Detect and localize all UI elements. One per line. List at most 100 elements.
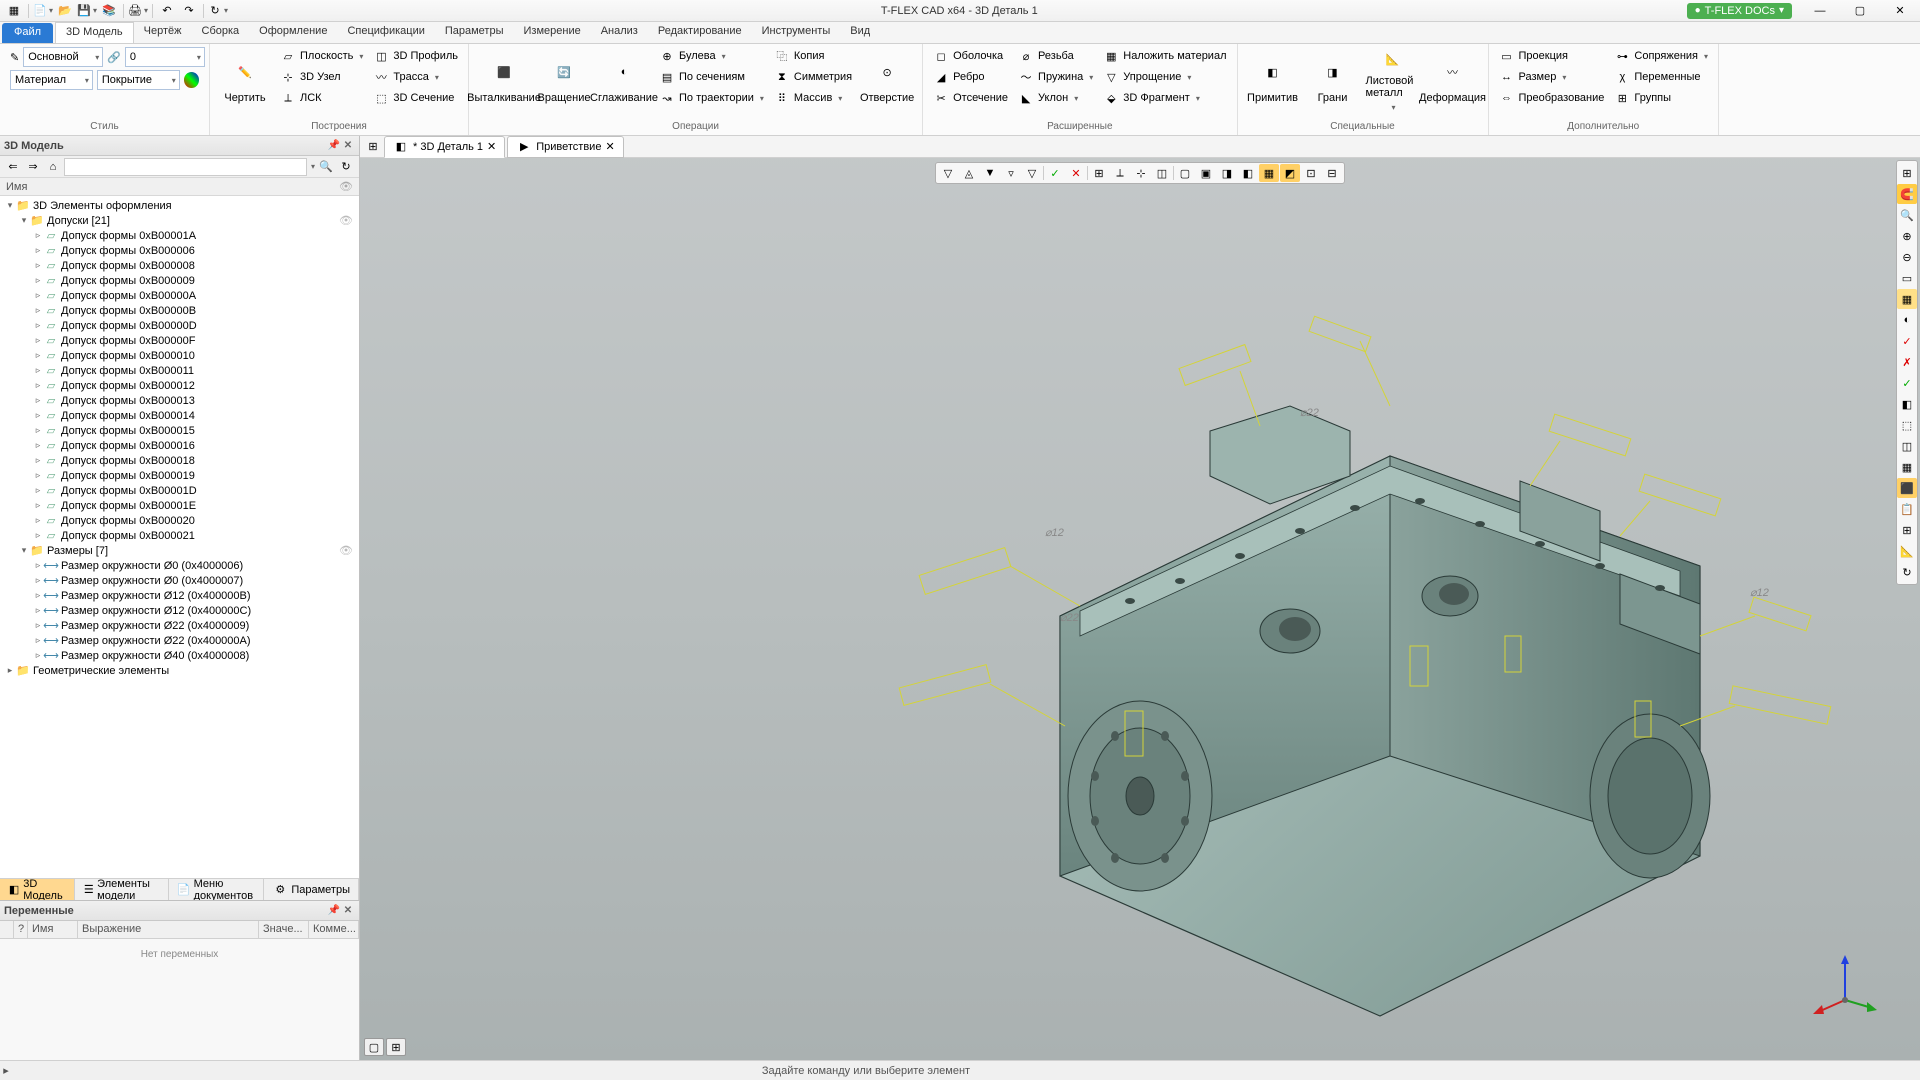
v8-icon[interactable]: ⊟ (1322, 164, 1342, 182)
section-button[interactable]: ⬚3D Сечение (369, 88, 462, 108)
btab-params[interactable]: ⚙Параметры (264, 879, 359, 900)
tree-node[interactable]: ▾📁3D Элементы оформления (0, 198, 359, 213)
smooth-button[interactable]: ◐Сглаживание (595, 46, 653, 114)
v7-icon[interactable]: ⊡ (1301, 164, 1321, 182)
copy-button[interactable]: ⿻Копия (770, 46, 856, 66)
print-icon[interactable]: 🖨▾ (128, 2, 148, 20)
tree-node[interactable]: ▹▱Допуск формы 0xB00001E (0, 498, 359, 513)
tree-node[interactable]: ▹▱Допуск формы 0xB000019 (0, 468, 359, 483)
docs-badge[interactable]: ● T-FLEX DOCs ▾ (1687, 3, 1792, 19)
btab-docs[interactable]: 📄Меню документов (169, 879, 264, 900)
axis-icon[interactable]: ⟂ (1110, 164, 1130, 182)
spring-button[interactable]: 〜Пружина▾ (1014, 67, 1097, 87)
dimension-button[interactable]: ↔Размер▾ (1495, 67, 1609, 87)
vars-pin-icon[interactable]: 📌 (327, 904, 341, 918)
rt6-icon[interactable]: ▭ (1897, 268, 1917, 288)
link-icon[interactable]: 🔗 (107, 49, 121, 65)
rt20-icon[interactable]: ↻ (1897, 562, 1917, 582)
tree-node[interactable]: ▸📁Геометрические элементы (0, 663, 359, 678)
close-button[interactable]: ✕ (1880, 0, 1920, 22)
saveall-icon[interactable]: 📚 (99, 2, 119, 20)
material-combo[interactable]: Материал (10, 70, 93, 90)
rt19-icon[interactable]: 📐 (1897, 541, 1917, 561)
cut-button[interactable]: ✂Отсечение (929, 88, 1012, 108)
pin-icon[interactable]: 📌 (327, 139, 341, 153)
v1-icon[interactable]: ▢ (1175, 164, 1195, 182)
tree-node[interactable]: ▹▱Допуск формы 0xB00000B (0, 303, 359, 318)
transform-button[interactable]: ⇔Преобразование (1495, 88, 1609, 108)
origin-icon[interactable]: ⊹ (1131, 164, 1151, 182)
rt7-icon[interactable]: ▦ (1897, 289, 1917, 309)
tree-node[interactable]: ▹▱Допуск формы 0xB00000D (0, 318, 359, 333)
filter5-icon[interactable]: ▽ (1022, 164, 1042, 182)
btab-elements[interactable]: ☰Элементы модели (75, 879, 168, 900)
rt5-icon[interactable]: ⊖ (1897, 247, 1917, 267)
trace-button[interactable]: 〰Трасса▾ (369, 67, 462, 87)
save-icon[interactable]: 💾▾ (77, 2, 97, 20)
mate-button[interactable]: ⊶Сопряжения▾ (1610, 46, 1712, 66)
cover-combo[interactable]: Покрытие (97, 70, 180, 90)
edges-icon[interactable]: ◫ (1152, 164, 1172, 182)
rt13-icon[interactable]: ⬚ (1897, 415, 1917, 435)
redo-icon[interactable]: ↷ (179, 2, 199, 20)
rt1-icon[interactable]: ⊞ (1897, 163, 1917, 183)
rt8-icon[interactable]: ◐ (1897, 310, 1917, 330)
symmetry-button[interactable]: ⧗Симметрия (770, 67, 856, 87)
rt18-icon[interactable]: ⊞ (1897, 520, 1917, 540)
width-combo[interactable]: 0 (125, 47, 205, 67)
loft-button[interactable]: ▤По сечениям (655, 67, 768, 87)
tree-node[interactable]: ▹⟷Размер окружности Ø12 (0x400000B) (0, 588, 359, 603)
fragment-button[interactable]: ⬙3D Фрагмент▾ (1099, 88, 1230, 108)
tab-3dmodel[interactable]: 3D Модель (55, 22, 134, 43)
tree-node[interactable]: ▹⟷Размер окружности Ø22 (0x400000A) (0, 633, 359, 648)
tree-node[interactable]: ▹▱Допуск формы 0xB000006 (0, 243, 359, 258)
projection-button[interactable]: ▭Проекция (1495, 46, 1609, 66)
revolve-button[interactable]: 🔄Вращение (535, 46, 593, 114)
multi-view-icon[interactable]: ⊞ (386, 1038, 406, 1056)
filter4-icon[interactable]: ▿ (1001, 164, 1021, 182)
tree-node[interactable]: ▹▱Допуск формы 0xB000013 (0, 393, 359, 408)
rt10-icon[interactable]: ✗ (1897, 352, 1917, 372)
tree-node[interactable]: ▹▱Допуск формы 0xB000020 (0, 513, 359, 528)
tab-design[interactable]: Оформление (249, 22, 337, 43)
doctab-welcome[interactable]: ▶Приветствие ✕ (507, 136, 623, 158)
v2-icon[interactable]: ▣ (1196, 164, 1216, 182)
tree-node[interactable]: ▹▱Допуск формы 0xB000018 (0, 453, 359, 468)
cancel-icon[interactable]: ✕ (1066, 164, 1086, 182)
refresh-icon[interactable]: ↻▾ (208, 2, 228, 20)
sweep-button[interactable]: ↝По траектории▾ (655, 88, 768, 108)
vars-button[interactable]: χПеременные (1610, 67, 1712, 87)
shell-button[interactable]: ◻Оболочка (929, 46, 1012, 66)
tab-drawing[interactable]: Чертёж (134, 22, 192, 43)
tree-node[interactable]: ▹▱Допуск формы 0xB000008 (0, 258, 359, 273)
v3-icon[interactable]: ◨ (1217, 164, 1237, 182)
extrude-button[interactable]: ⬛Выталкивание (475, 46, 533, 114)
sheetmetal-button[interactable]: 📐Листовой металл▾ (1364, 46, 1422, 114)
tab-spec[interactable]: Спецификации (337, 22, 434, 43)
thread-button[interactable]: ⌀Резьба (1014, 46, 1097, 66)
tree-node[interactable]: ▹▱Допуск формы 0xB000014 (0, 408, 359, 423)
primitive-button[interactable]: ◧Примитив (1244, 46, 1302, 114)
new-icon[interactable]: 📄▾ (33, 2, 53, 20)
overlay-button[interactable]: ▦Наложить материал (1099, 46, 1230, 66)
tab-tools[interactable]: Инструменты (752, 22, 841, 43)
home-icon[interactable]: ⌂ (44, 158, 62, 176)
rt16-icon[interactable]: ⬛ (1897, 478, 1917, 498)
tree-node[interactable]: ▹⟷Размер окружности Ø12 (0x400000C) (0, 603, 359, 618)
tab-file[interactable]: Файл (2, 23, 53, 43)
app-menu-icon[interactable]: ▦ (4, 2, 24, 20)
tree-node[interactable]: ▹⟷Размер окружности Ø0 (0x4000006) (0, 558, 359, 573)
doctab1-close-icon[interactable]: ✕ (487, 140, 496, 153)
node-button[interactable]: ⊹3D Узел (276, 67, 367, 87)
filter3-icon[interactable]: ▼ (980, 164, 1000, 182)
rt14-icon[interactable]: ◫ (1897, 436, 1917, 456)
rt9-icon[interactable]: ✓ (1897, 331, 1917, 351)
fwd-icon[interactable]: ⇒ (24, 158, 42, 176)
btab-model[interactable]: ◧3D Модель (0, 879, 75, 900)
groups-button[interactable]: ⊞Группы (1610, 88, 1712, 108)
grid-icon[interactable]: ⊞ (1089, 164, 1109, 182)
viewport[interactable]: ⊞ ◧* 3D Деталь 1 ✕ ▶Приветствие ✕ ▽ ◬ ▼ … (360, 136, 1920, 1060)
tree-node[interactable]: ▹▱Допуск формы 0xB000010 (0, 348, 359, 363)
back-icon[interactable]: ⇐ (4, 158, 22, 176)
tree-node[interactable]: ▹▱Допуск формы 0xB00000A (0, 288, 359, 303)
